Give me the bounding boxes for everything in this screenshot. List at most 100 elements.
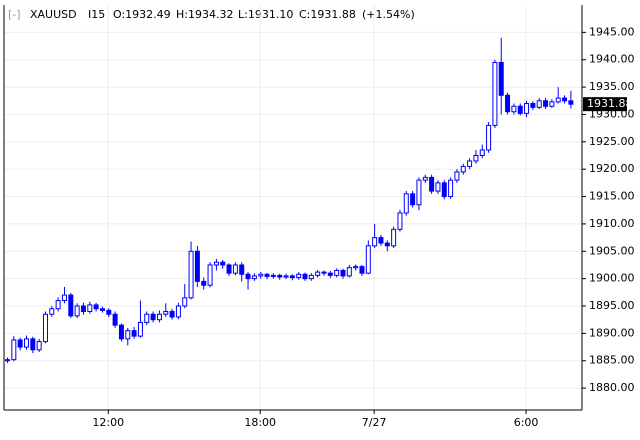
y-tick-label: 1910.00: [589, 217, 635, 230]
candle: [346, 264, 352, 278]
x-tick-label: 18:00: [244, 416, 276, 429]
open-text: O:1932.49: [113, 8, 171, 21]
x-tick-label: 6:00: [514, 416, 539, 429]
candle: [61, 286, 67, 304]
candle-body: [321, 271, 327, 274]
candle-body: [201, 280, 207, 286]
candle: [188, 241, 194, 300]
candle: [201, 277, 207, 290]
candle: [270, 273, 276, 279]
y-tick-label: 1880.00: [589, 381, 635, 394]
x-tick-label: 12:00: [92, 416, 124, 429]
candle-body: [169, 310, 175, 318]
candle-body: [68, 294, 74, 317]
y-tick-label: 1920.00: [589, 162, 635, 175]
candle: [397, 209, 403, 232]
candle: [517, 103, 523, 116]
candle-body: [296, 273, 302, 279]
y-tick-label: 1925.00: [589, 135, 635, 148]
candle: [378, 234, 384, 246]
candle-body: [74, 305, 80, 317]
close-text: C:1931.88: [299, 8, 356, 21]
candle: [220, 260, 226, 269]
candle: [365, 240, 371, 275]
candle: [277, 273, 283, 280]
candle: [93, 302, 99, 312]
candle-body: [125, 330, 131, 340]
candle: [118, 323, 124, 342]
candle-body: [365, 245, 371, 274]
candle-body: [422, 176, 428, 181]
candle-body: [55, 300, 61, 310]
candle-body: [131, 330, 137, 337]
candle-body: [87, 304, 93, 312]
candle-body: [258, 273, 264, 277]
candle-body: [340, 269, 346, 277]
candle: [131, 326, 137, 339]
candle: [511, 103, 517, 115]
candle: [454, 169, 460, 183]
candle-body: [327, 272, 333, 276]
candle-body: [144, 313, 150, 323]
candle-body: [460, 165, 466, 173]
candle-body: [270, 274, 276, 277]
candle-body: [498, 61, 504, 96]
candle: [359, 264, 365, 276]
candle: [403, 191, 409, 216]
candle-body: [435, 182, 441, 192]
candle-body: [505, 94, 511, 113]
candle-body: [562, 97, 568, 102]
candle: [226, 263, 232, 276]
candle: [258, 272, 264, 279]
candle: [448, 177, 454, 199]
candle-body: [213, 261, 219, 266]
candle: [543, 98, 549, 109]
low-text: L:1931.10: [238, 8, 293, 21]
candle: [182, 284, 188, 309]
candle: [194, 245, 200, 287]
candle: [492, 59, 498, 129]
candle: [125, 327, 131, 346]
candle: [308, 273, 314, 281]
candle-body: [479, 149, 485, 157]
y-tick-label: 1900.00: [589, 272, 635, 285]
candle-body: [397, 212, 403, 230]
y-tick-label: 1885.00: [589, 354, 635, 367]
candle: [435, 180, 441, 194]
candle-body: [49, 308, 55, 315]
candle-body: [517, 105, 523, 114]
candle-body: [372, 237, 378, 247]
candle: [524, 100, 530, 118]
candle-body: [61, 294, 67, 302]
candle-body: [486, 124, 492, 151]
candle-body: [264, 273, 270, 277]
candle-body: [182, 297, 188, 307]
y-tick-label: 1940.00: [589, 53, 635, 66]
candle-body: [245, 273, 251, 280]
candle-body: [416, 179, 422, 206]
candle: [175, 302, 181, 320]
collapse-button[interactable]: [-]: [8, 8, 21, 21]
candle-body: [530, 103, 536, 108]
candle: [30, 336, 36, 354]
candle-body: [194, 250, 200, 282]
candle-body: [80, 305, 86, 312]
candle: [264, 273, 270, 280]
candle-body: [391, 228, 397, 247]
candle-body: [441, 182, 447, 198]
candle-body: [448, 179, 454, 198]
candle-body: [30, 338, 36, 351]
y-tick-label: 1945.00: [589, 25, 635, 38]
candle: [239, 262, 245, 282]
candle: [568, 90, 574, 109]
candle-body: [384, 242, 390, 247]
candle: [106, 308, 112, 317]
candle: [562, 95, 568, 104]
candle-body: [524, 103, 530, 114]
candle-body: [251, 275, 257, 280]
candle-body: [188, 250, 194, 299]
candle: [486, 122, 492, 153]
candle: [340, 268, 346, 279]
candle-body: [36, 341, 42, 351]
